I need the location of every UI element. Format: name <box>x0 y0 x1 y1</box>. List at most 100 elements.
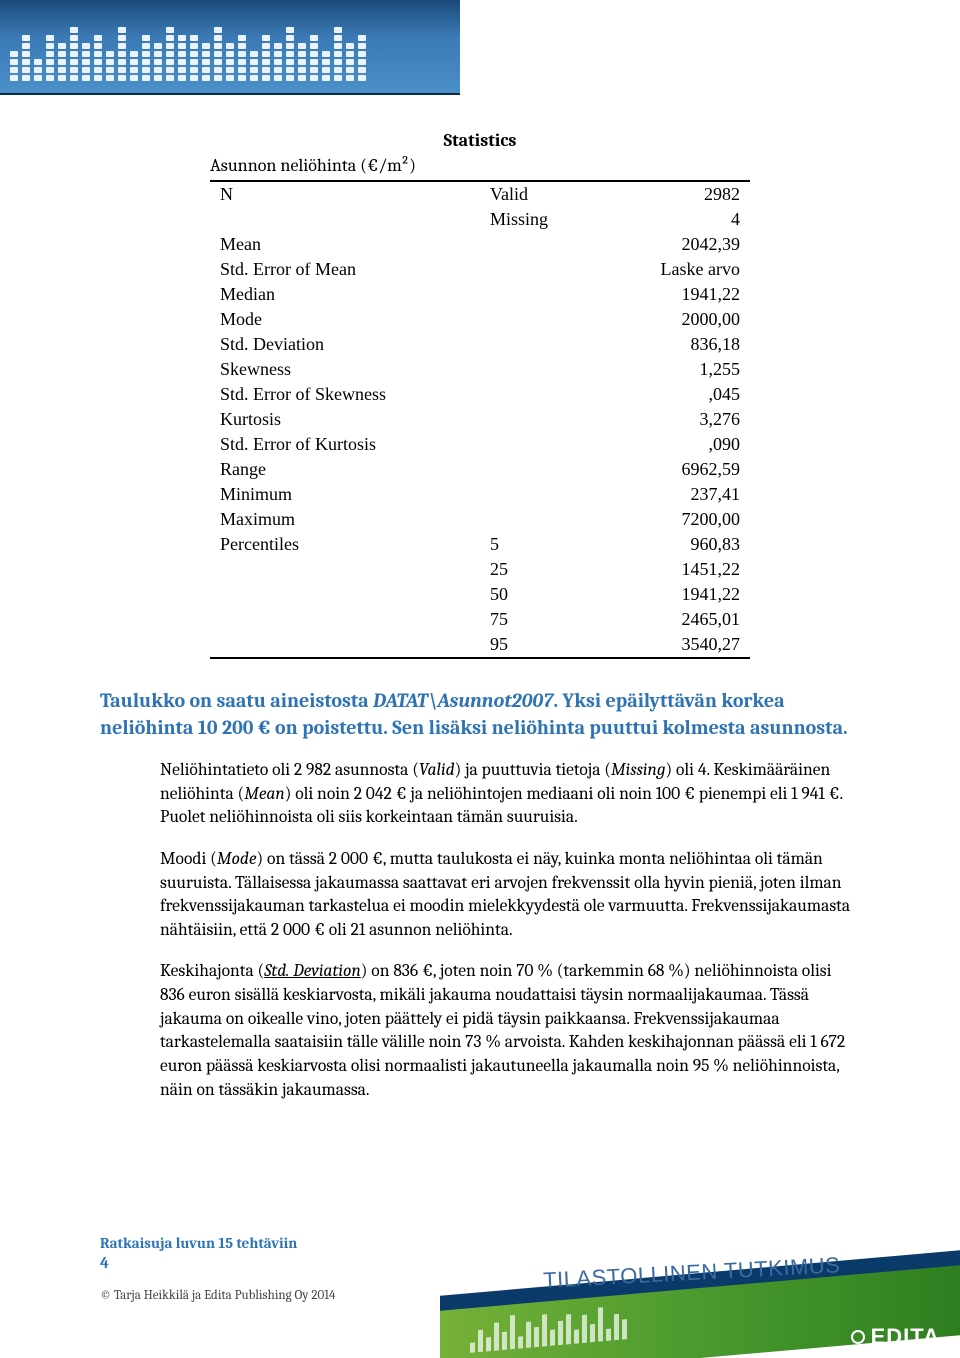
stat-value: 3540,27 <box>588 632 750 658</box>
stat-value: 6962,59 <box>588 457 750 482</box>
stat-sublabel: 75 <box>480 607 588 632</box>
stat-label: Median <box>210 282 480 307</box>
stat-value: 960,83 <box>588 532 750 557</box>
stat-value: 2982 <box>588 181 750 207</box>
stat-label: Minimum <box>210 482 480 507</box>
p3-t2: ) on 836 €, joten noin 70 % (tarkemmin 6… <box>160 961 845 1099</box>
table-row: Percentiles5960,83 <box>210 532 750 557</box>
stat-value: 2042,39 <box>588 232 750 257</box>
stat-label: Kurtosis <box>210 407 480 432</box>
stat-sublabel <box>480 357 588 382</box>
table-row: 752465,01 <box>210 607 750 632</box>
table-row: 501941,22 <box>210 582 750 607</box>
table-row: Mean 2042,39 <box>210 232 750 257</box>
stat-sublabel: 25 <box>480 557 588 582</box>
p1-t2: ) ja puuttuvia tietoja ( <box>455 760 611 780</box>
stat-label <box>210 632 480 658</box>
p1-it2: Missing <box>611 760 665 780</box>
stat-label: Std. Error of Mean <box>210 257 480 282</box>
stat-sublabel <box>480 257 588 282</box>
paragraph-3: Keskihajonta (Std. Deviation) on 836 €, … <box>160 960 860 1102</box>
stat-value: 1451,22 <box>588 557 750 582</box>
stat-sublabel <box>480 307 588 332</box>
table-row: Maximum 7200,00 <box>210 507 750 532</box>
table-row: Std. Deviation 836,18 <box>210 332 750 357</box>
stat-label: Range <box>210 457 480 482</box>
stat-value: 2465,01 <box>588 607 750 632</box>
stat-label: Mode <box>210 307 480 332</box>
footer-art: TILASTOLLINEN TUTKIMUS EDITA <box>440 1218 960 1358</box>
p3-t1: Keskihajonta ( <box>160 961 264 981</box>
stat-sublabel: Valid <box>480 181 588 207</box>
p2-it1: Mode <box>217 849 257 869</box>
table-row: Minimum 237,41 <box>210 482 750 507</box>
stat-sublabel <box>480 432 588 457</box>
table-row: Kurtosis 3,276 <box>210 407 750 432</box>
top-banner-bars <box>0 0 460 93</box>
stat-sublabel <box>480 332 588 357</box>
stat-sublabel: Missing <box>480 207 588 232</box>
stat-sublabel: 95 <box>480 632 588 658</box>
stat-label: Maximum <box>210 507 480 532</box>
stat-label <box>210 607 480 632</box>
heading-text-1b: . Yksi epäilyttävän korkea <box>554 689 785 712</box>
table-row: Std. Error of Mean Laske arvo <box>210 257 750 282</box>
heading-text-1: Taulukko on saatu aineistosta <box>100 689 373 712</box>
footer-left: Ratkaisuja luvun 15 tehtäviin 4 © Tarja … <box>100 1234 335 1303</box>
footer-page: 4 <box>100 1254 335 1272</box>
footer-title: Ratkaisuja luvun 15 tehtäviin <box>100 1234 335 1252</box>
statistics-table: NValid2982Missing4Mean2042,39Std. Error … <box>210 180 750 659</box>
heading-main: Taulukko on saatu aineistosta DATAT\Asun… <box>100 687 860 741</box>
table-row: Missing4 <box>210 207 750 232</box>
p1-it3: Mean <box>244 784 284 804</box>
stat-label <box>210 582 480 607</box>
table-row: Std. Error of Kurtosis,090 <box>210 432 750 457</box>
stat-value: 2000,00 <box>588 307 750 332</box>
table-row: Mode 2000,00 <box>210 307 750 332</box>
p1-it1: Valid <box>419 760 455 780</box>
stat-sublabel <box>480 382 588 407</box>
stat-value: ,045 <box>588 382 750 407</box>
paragraph-1: Neliöhintatieto oli 2 982 asunnosta (Val… <box>160 759 860 830</box>
stat-label: Skewness <box>210 357 480 382</box>
p3-it1: Std. Deviation <box>264 961 361 981</box>
stat-sublabel: 50 <box>480 582 588 607</box>
table-row: Range 6962,59 <box>210 457 750 482</box>
page-content: Statistics Asunnon neliöhinta (€/m²) NVa… <box>100 130 860 1120</box>
table-row: Std. Error of Skewness ,045 <box>210 382 750 407</box>
stat-sublabel <box>480 407 588 432</box>
stat-label: Std. Deviation <box>210 332 480 357</box>
stat-label <box>210 557 480 582</box>
table-row: NValid2982 <box>210 181 750 207</box>
stat-value: 1941,22 <box>588 282 750 307</box>
stat-label: Mean <box>210 232 480 257</box>
p2-t1: Moodi ( <box>160 849 217 869</box>
statistics-table-body: NValid2982Missing4Mean2042,39Std. Error … <box>210 181 750 658</box>
top-banner <box>0 0 460 95</box>
stat-label: Std. Error of Skewness <box>210 382 480 407</box>
table-row: Median 1941,22 <box>210 282 750 307</box>
stat-value: 836,18 <box>588 332 750 357</box>
stat-value: 7200,00 <box>588 507 750 532</box>
table-row: Skewness1,255 <box>210 357 750 382</box>
stat-sublabel <box>480 232 588 257</box>
stat-sublabel <box>480 507 588 532</box>
body-text: Neliöhintatieto oli 2 982 asunnosta (Val… <box>100 759 860 1102</box>
footer-logo-icon <box>851 1330 865 1344</box>
footer-copyright: © Tarja Heikkilä ja Edita Publishing Oy … <box>100 1288 335 1303</box>
stat-sublabel <box>480 282 588 307</box>
p2-t2: ) on tässä 2 000 €, mutta taulukosta ei … <box>160 849 850 940</box>
stat-label: Percentiles <box>210 532 480 557</box>
p1-t1: Neliöhintatieto oli 2 982 asunnosta ( <box>160 760 419 780</box>
stat-sublabel <box>480 457 588 482</box>
stats-subcaption: Asunnon neliöhinta (€/m²) <box>210 155 750 180</box>
stat-value: Laske arvo <box>588 257 750 282</box>
stat-value: 4 <box>588 207 750 232</box>
stat-label: N <box>210 181 480 207</box>
stat-value: 237,41 <box>588 482 750 507</box>
footer-logo: EDITA <box>851 1324 940 1350</box>
stat-sublabel: 5 <box>480 532 588 557</box>
stat-value: 3,276 <box>588 407 750 432</box>
heading-text-2: neliöhinta 10 200 € on poistettu. Sen li… <box>100 716 848 739</box>
table-row: 953540,27 <box>210 632 750 658</box>
